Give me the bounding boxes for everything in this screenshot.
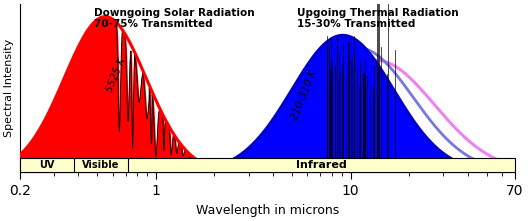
- Text: 5525 K: 5525 K: [105, 56, 128, 94]
- Text: 210-310 K: 210-310 K: [290, 68, 319, 122]
- Text: UV: UV: [39, 160, 54, 170]
- Y-axis label: Spectral Intensity: Spectral Intensity: [4, 39, 14, 137]
- Text: Visible: Visible: [82, 160, 120, 170]
- Text: Upgoing Thermal Radiation
15-30% Transmitted: Upgoing Thermal Radiation 15-30% Transmi…: [297, 8, 459, 29]
- X-axis label: Wavelength in microns: Wavelength in microns: [196, 204, 339, 217]
- Text: Infrared: Infrared: [296, 160, 347, 170]
- Bar: [20, 158, 515, 172]
- Text: Downgoing Solar Radiation
70-75% Transmitted: Downgoing Solar Radiation 70-75% Transmi…: [94, 8, 254, 29]
